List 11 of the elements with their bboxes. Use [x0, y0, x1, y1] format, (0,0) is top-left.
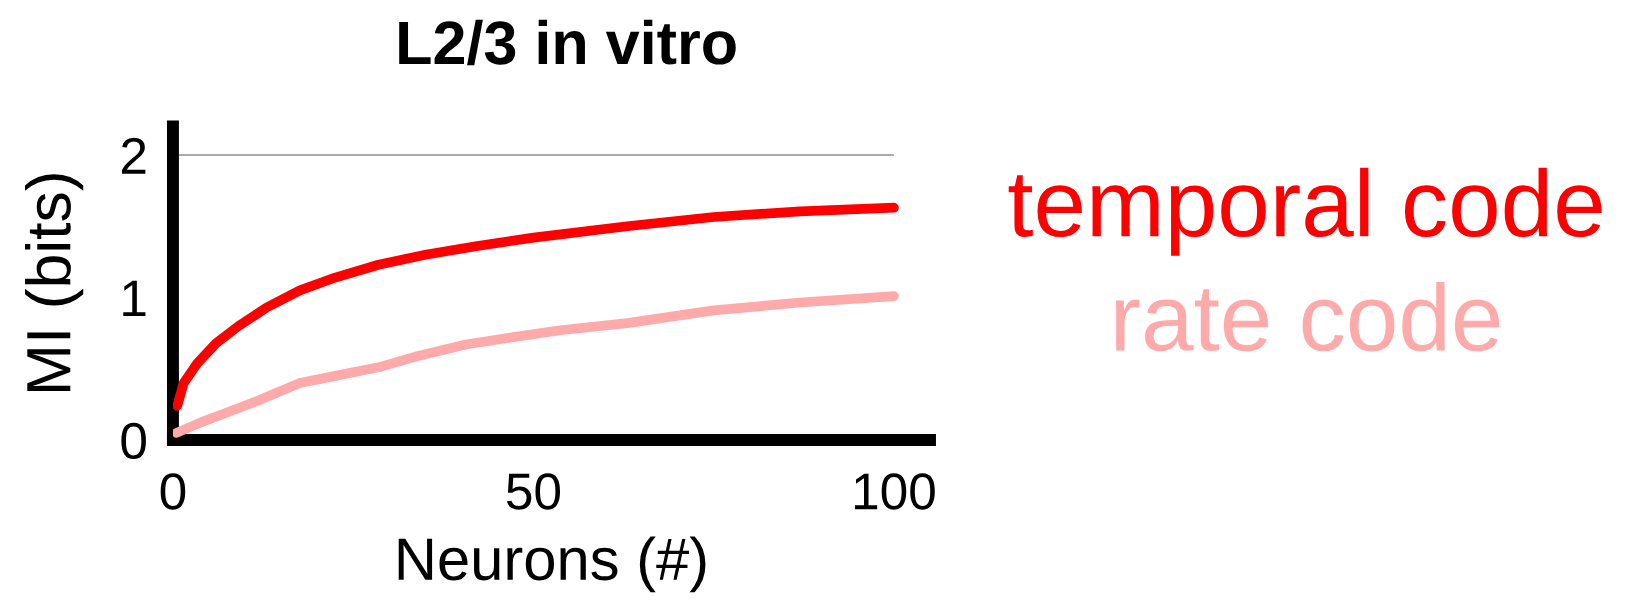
y-axis-title: MI (bits): [25, 174, 84, 391]
x-tick-label: 100: [855, 473, 935, 510]
x-axis-title: Neurons (#): [398, 536, 706, 593]
series-label: temporal code: [1008, 167, 1602, 256]
x-tick-label: 0: [160, 473, 186, 510]
y-tick-label: 0: [121, 422, 146, 460]
y-tick-label: 1: [123, 280, 146, 317]
y-tick-label: 2: [121, 137, 146, 174]
chart-title: L2/3 in vitro: [399, 19, 736, 66]
text: rate code: [1115, 281, 1500, 352]
x-tick-label: 50: [506, 473, 561, 510]
